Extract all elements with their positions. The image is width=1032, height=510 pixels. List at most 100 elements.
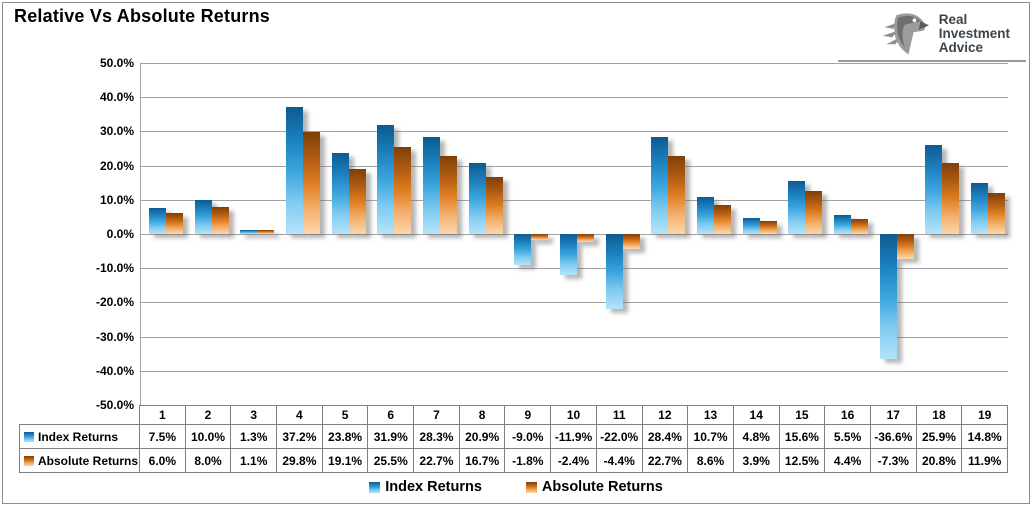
table-value-cell: 3.9% [732, 448, 780, 473]
table-value-cell: 1.1% [230, 448, 278, 473]
category-slot [780, 63, 826, 405]
x-axis-category-cell: 3 [230, 405, 278, 425]
chart-legend: Index Returns Absolute Returns [0, 479, 1032, 495]
gridline [140, 370, 1008, 372]
index-returns-bar [742, 217, 760, 234]
table-row-label: Absolute Returns [19, 448, 140, 473]
x-axis-category-cell: 19 [961, 405, 1008, 425]
x-axis-category-cell: 10 [550, 405, 597, 425]
table-value-cell: 28.3% [413, 424, 460, 449]
category-slot [551, 63, 597, 405]
absolute-returns-bar [851, 218, 869, 234]
absolute-returns-bar [988, 193, 1006, 234]
table-value-cell: 4.4% [824, 448, 871, 473]
x-axis-category-cell: 2 [184, 405, 232, 425]
y-axis-tick-label: -40.0% [95, 363, 134, 378]
category-slot [414, 63, 460, 405]
table-value-cell: 25.9% [915, 424, 963, 449]
data-table: 1 2 3 4 5 6 7 8 9 10 11 12 13 14 15 16 17 18 19 Index Retur… [19, 405, 1008, 473]
legend-absolute-key-icon [525, 481, 537, 493]
table-value-cell: 20.9% [458, 424, 506, 449]
gridline [140, 302, 1008, 304]
table-value-cell: 20.8% [915, 448, 963, 473]
index-returns-bar [377, 124, 395, 234]
x-axis-category-cell: 8 [458, 405, 506, 425]
index-returns-bar [514, 234, 532, 265]
index-returns-bar [422, 137, 440, 234]
gridline [140, 131, 1008, 133]
gridline [140, 199, 1008, 201]
category-slot [460, 63, 506, 405]
x-axis-category-cell: 14 [732, 405, 780, 425]
table-row-label: Index Returns [19, 424, 140, 449]
absolute-returns-bar [576, 234, 594, 243]
eagle-logo-icon [882, 13, 929, 55]
table-value-cell: 12.5% [778, 448, 826, 473]
absolute-returns-bar [394, 146, 412, 234]
absolute-returns-bar [485, 176, 503, 234]
table-value-cell: -1.8% [504, 448, 552, 473]
brand-logo: Real Investment Advice [879, 10, 1010, 58]
x-axis-category-cell: 6 [367, 405, 415, 425]
index-returns-bar [971, 183, 989, 234]
index-returns-bar [240, 229, 258, 234]
category-slot [825, 63, 871, 405]
table-value-cell: 4.8% [732, 424, 780, 449]
index-returns-bar [148, 208, 166, 234]
category-slot [368, 63, 414, 405]
y-axis-tick-label: 40.0% [99, 90, 134, 105]
y-axis-tick-label: 20.0% [99, 158, 134, 173]
table-value-cell: 10.7% [687, 424, 734, 449]
gridline [140, 97, 1008, 99]
absolute-returns-bar [622, 234, 640, 250]
absolute-returns-bar [805, 191, 823, 234]
table-value-cell: -36.6% [869, 424, 917, 449]
index-returns-bar [879, 234, 897, 360]
table-row-label-text: Absolute Returns [38, 453, 139, 468]
index-returns-key-icon [24, 431, 34, 442]
y-axis-tick-label: 10.0% [99, 192, 134, 207]
index-returns-bar [559, 234, 577, 275]
logo-underline [838, 60, 1026, 62]
table-value-cell: 7.5% [139, 424, 186, 449]
absolute-returns-bar [531, 234, 549, 241]
table-value-cell: 5.5% [824, 424, 871, 449]
table-value-cell: 29.8% [276, 448, 323, 473]
legend-item-absolute-returns: Absolute Returns [525, 479, 663, 495]
table-value-cell: -9.0% [504, 424, 552, 449]
table-value-cell: 1.3% [230, 424, 278, 449]
chart-title: Relative Vs Absolute Returns [14, 6, 271, 26]
absolute-returns-bar [714, 204, 732, 234]
absolute-returns-key-icon [24, 455, 34, 466]
x-axis-category-cell: 5 [321, 405, 369, 425]
category-slot [323, 63, 369, 405]
table-corner-cell [19, 405, 140, 423]
y-axis-tick-label: 50.0% [99, 56, 134, 70]
table-value-cell: -11.9% [550, 424, 597, 449]
legend-item-label: Index Returns [385, 479, 482, 495]
index-returns-bar [651, 136, 669, 234]
category-slot [231, 63, 277, 405]
absolute-returns-bar [165, 213, 183, 234]
table-value-cell: 31.9% [367, 424, 415, 449]
table-value-cell: 8.6% [687, 448, 734, 473]
index-returns-bar [468, 162, 486, 234]
x-axis-category-cell: 7 [413, 405, 460, 425]
gridline [140, 336, 1008, 338]
x-axis-category-cell: 9 [504, 405, 552, 425]
legend-item-label: Absolute Returns [541, 479, 663, 495]
index-returns-bar [285, 106, 303, 234]
y-axis-tick-label: 0.0% [106, 227, 134, 241]
index-returns-bar [605, 234, 623, 310]
x-axis-category-cell: 11 [595, 405, 643, 425]
x-axis-category-cell: 13 [687, 405, 734, 425]
absolute-returns-bar [942, 162, 960, 234]
table-value-cell: 16.7% [458, 448, 506, 473]
x-axis-category-cell: 1 [139, 405, 186, 425]
gridline [140, 165, 1008, 167]
table-value-cell: -4.4% [595, 448, 643, 473]
category-slot [186, 63, 232, 405]
index-returns-bar [331, 152, 349, 234]
x-axis-category-cell: 17 [869, 405, 917, 425]
absolute-returns-bar [896, 234, 914, 259]
